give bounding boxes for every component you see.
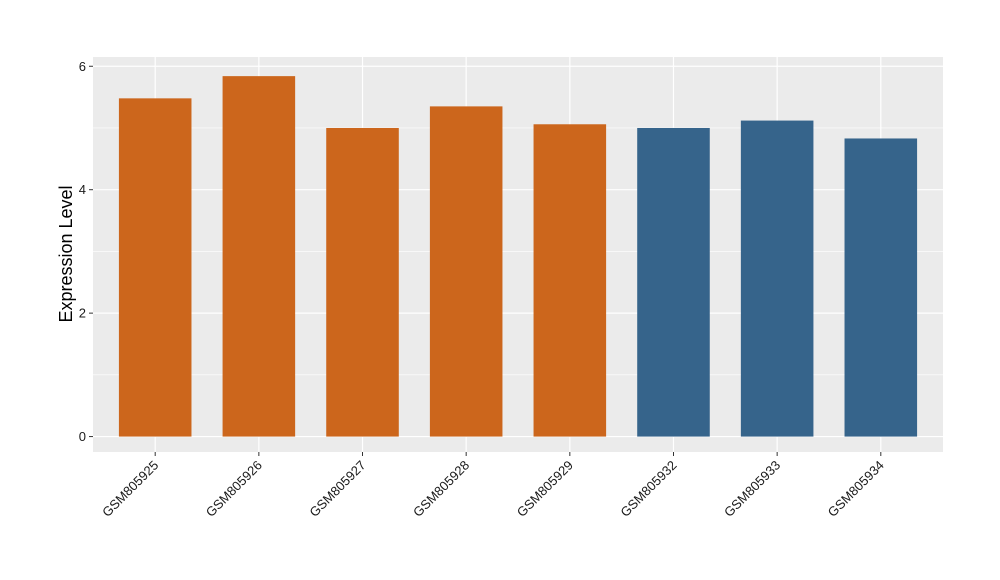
x-tick-label: GSM805929 [514,458,576,520]
x-tick-label: GSM805934 [825,458,887,520]
bar-GSM805928 [429,106,503,437]
x-tick-label: GSM805926 [203,458,265,520]
x-axis: GSM805925 GSM805926 GSM805927 GSM805928 GSM8… [99,452,887,520]
bar-GSM805929 [533,124,607,437]
plot-panel [93,57,943,452]
x-tick-label: GSM805927 [306,458,368,520]
y-tick-label: 0 [79,429,86,444]
y-axis: 0 2 4 6 [79,59,93,444]
x-tick-label: GSM805925 [99,458,161,520]
bar-GSM805925 [118,98,192,437]
bar-GSM805933 [740,120,814,437]
bars [118,76,918,437]
y-tick-label: 4 [79,182,86,197]
bar-GSM805927 [326,127,399,437]
bar-GSM805934 [844,138,918,437]
x-tick-label: GSM805932 [617,458,679,520]
x-tick-label: GSM805928 [410,458,472,520]
bar-GSM805932 [637,127,710,437]
x-tick-label: GSM805933 [721,458,783,520]
y-tick-label: 2 [79,306,86,321]
y-axis-title: Expression Level [56,185,76,322]
bar-GSM805926 [222,76,296,437]
y-tick-label: 6 [79,59,86,74]
